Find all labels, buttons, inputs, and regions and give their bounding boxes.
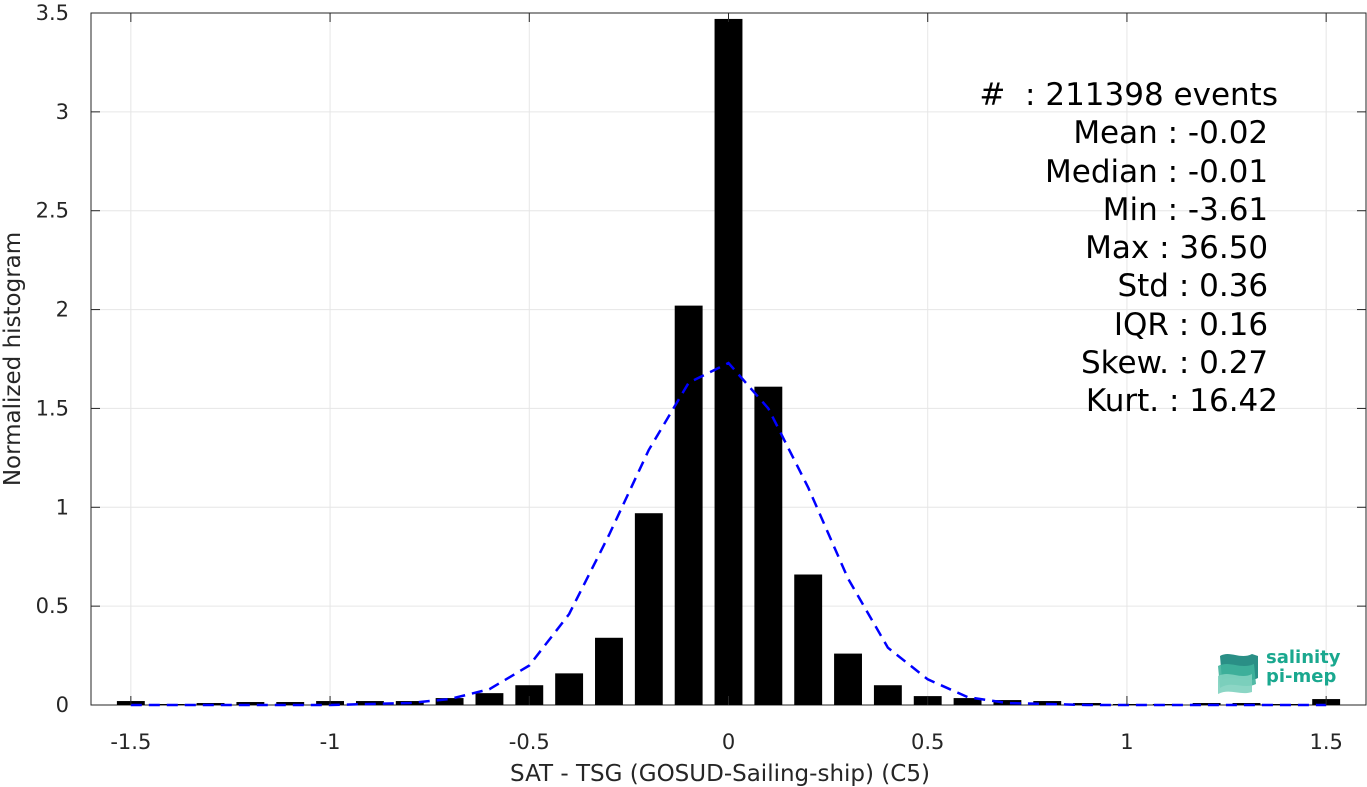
x-tick-label: 1 [1120, 730, 1133, 754]
histogram-bar [674, 305, 703, 705]
y-tick-label: 1.5 [36, 396, 69, 420]
x-axis-label: SAT - TSG (GOSUD-Sailing-ship) (C5) [510, 761, 930, 787]
y-tick-label: 3 [56, 100, 69, 124]
y-tick-label: 0 [56, 693, 69, 717]
histogram-bar [754, 386, 783, 705]
y-tick-label: 2 [56, 298, 69, 322]
x-tick-label: 1.5 [1309, 730, 1342, 754]
stat-min: Min : -3.61 [1102, 191, 1278, 228]
logo-line-pi-mep: pi-mep [1266, 666, 1337, 687]
histogram-bar [834, 653, 862, 705]
logo-line-salinity: salinity [1266, 647, 1341, 668]
histogram-bar [475, 693, 504, 705]
y-axis-ticks: 0 0.5 1 1.5 2 2.5 3 3.5 [36, 1, 1366, 717]
statistics-panel: # : 211398 events Mean : -0.02 Median : … [900, 76, 1278, 421]
x-axis-ticks: -1.5 -1 -0.5 0 0.5 1 1.5 [110, 13, 1343, 754]
histogram-bar [1192, 703, 1221, 705]
wave-logo-icon [1218, 654, 1258, 694]
histogram-bar [515, 685, 544, 705]
stat-events: # : 211398 events [979, 77, 1278, 113]
salinity-pi-mep-logo: salinity pi-mep [1216, 646, 1346, 696]
stat-max: Max : 36.50 [1085, 230, 1278, 267]
histogram-bar [953, 698, 982, 705]
histogram-bar [993, 700, 1022, 705]
y-axis-label: Normalized histogram [0, 232, 26, 486]
histogram-bar [555, 673, 584, 705]
x-tick-label: -1 [320, 730, 341, 754]
stat-skew: Skew. : 0.27 [1081, 345, 1278, 382]
stat-kurt: Kurt. : 16.42 [1085, 383, 1278, 420]
histogram-bars [116, 18, 1341, 705]
x-tick-label: -1.5 [110, 730, 151, 754]
histogram-bar [873, 685, 902, 705]
histogram-bar [1152, 704, 1181, 705]
y-tick-label: 2.5 [36, 199, 69, 223]
logo-text: salinity pi-mep [1266, 648, 1341, 686]
y-tick-label: 3.5 [36, 1, 69, 25]
stat-iqr: IQR : 0.16 [1113, 306, 1278, 343]
y-tick-label: 0.5 [36, 594, 69, 618]
histogram-bar [634, 513, 663, 705]
x-tick-label: 0.5 [911, 730, 944, 754]
histogram-bar [595, 637, 623, 705]
x-tick-label: -0.5 [509, 730, 550, 754]
stat-median: Median : -0.01 [1045, 153, 1278, 190]
histogram-bar [276, 702, 305, 705]
histogram-bar [435, 698, 464, 705]
y-tick-label: 1 [56, 495, 69, 519]
histogram-bar [236, 702, 265, 705]
stat-mean: Mean : -0.02 [1073, 115, 1278, 152]
histogram-bar [794, 574, 823, 705]
stat-std: Std : 0.36 [1117, 268, 1278, 305]
x-tick-label: 0 [722, 730, 735, 754]
